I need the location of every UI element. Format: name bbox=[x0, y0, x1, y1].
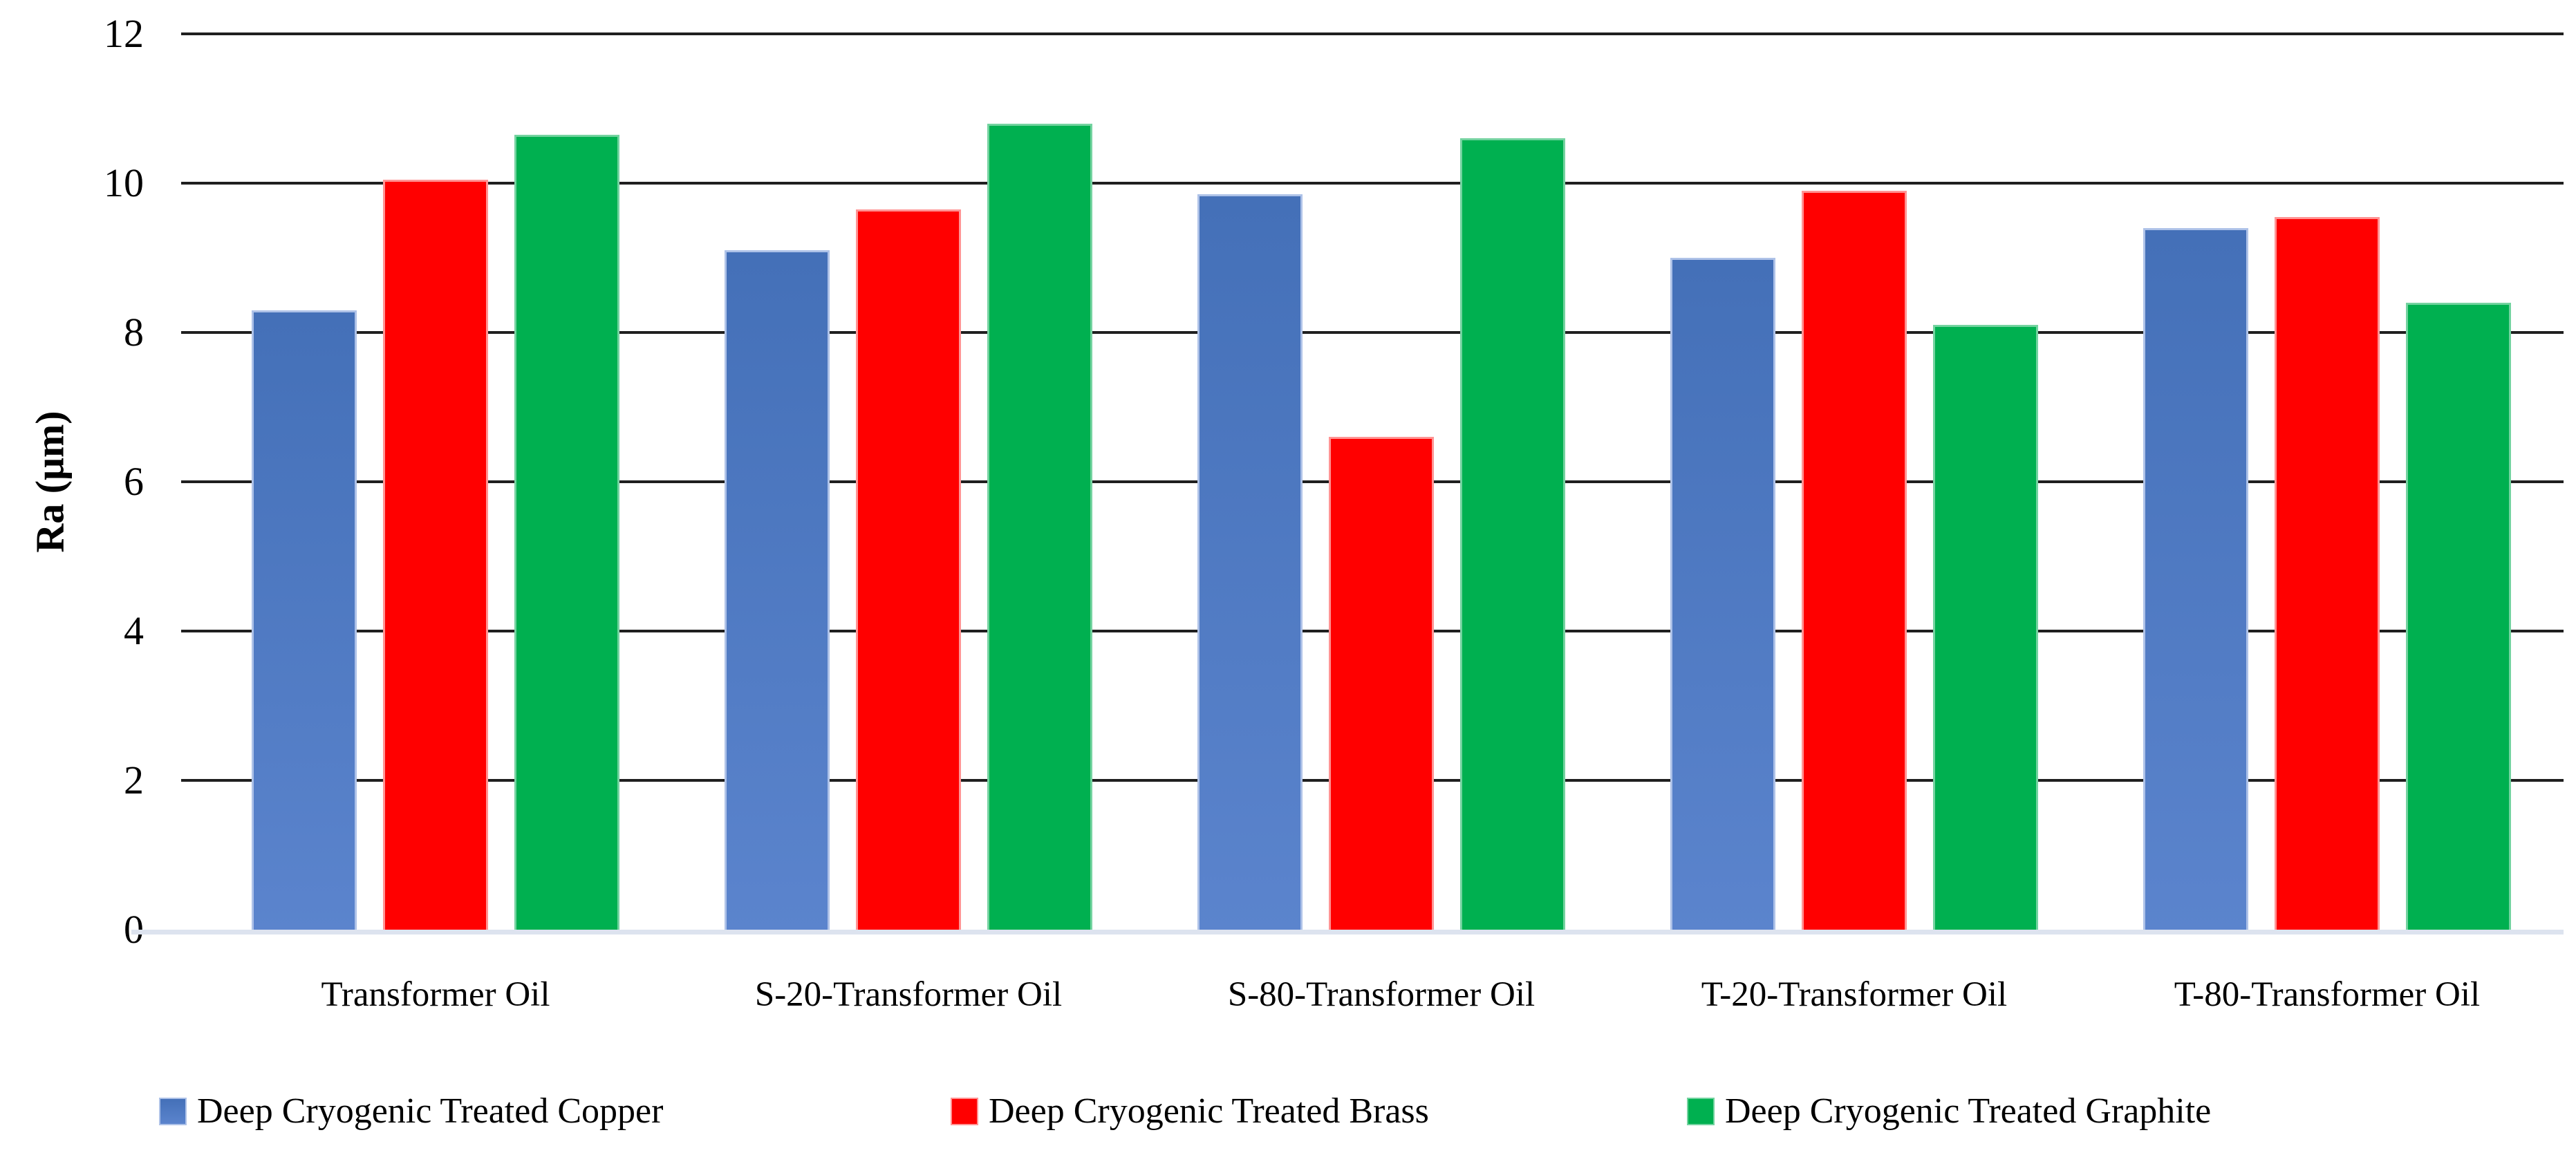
bar-graphite-transformer-oil bbox=[514, 134, 619, 931]
y-axis-tick-label: 0 bbox=[0, 903, 144, 956]
bar-copper-transformer-oil bbox=[252, 310, 357, 931]
bar-graphite-s-80-transformer-oil bbox=[1460, 138, 1565, 931]
gridline bbox=[181, 32, 2564, 35]
legend-item: Deep Cryogenic Treated Brass bbox=[951, 1091, 1429, 1132]
x-axis-category-label: S-80-Transformer Oil bbox=[1227, 975, 1536, 1014]
bar-graphite-t-80-transformer-oil bbox=[2406, 302, 2511, 931]
bar-copper-s-20-transformer-oil bbox=[725, 250, 830, 931]
gridline bbox=[181, 182, 2564, 185]
y-axis-tick-label: 8 bbox=[124, 310, 144, 355]
y-axis-tick-label: 4 bbox=[124, 608, 144, 653]
legend-item: Deep Cryogenic Treated Copper bbox=[159, 1091, 663, 1132]
bar-brass-t-80-transformer-oil bbox=[2275, 216, 2380, 931]
bar-brass-transformer-oil bbox=[383, 179, 488, 931]
legend-swatch-icon bbox=[951, 1098, 978, 1125]
bar-brass-t-20-transformer-oil bbox=[1802, 190, 1907, 931]
y-axis-tick-label: 10 bbox=[104, 160, 144, 205]
x-axis-category-label: T-20-Transformer Oil bbox=[1701, 975, 2008, 1014]
y-axis-tick-label: 12 bbox=[104, 11, 144, 56]
x-axis-line bbox=[131, 930, 2564, 935]
legend-label: Deep Cryogenic Treated Graphite bbox=[1725, 1091, 2212, 1131]
bar-brass-s-80-transformer-oil bbox=[1329, 437, 1434, 931]
bar-copper-t-80-transformer-oil bbox=[2143, 227, 2248, 931]
legend-label: Deep Cryogenic Treated Copper bbox=[197, 1091, 664, 1131]
gridline bbox=[181, 331, 2564, 334]
x-axis-category-label: Transformer Oil bbox=[321, 975, 550, 1014]
x-axis-category-label: S-20-Transformer Oil bbox=[754, 975, 1063, 1014]
legend-label: Deep Cryogenic Treated Brass bbox=[989, 1091, 1429, 1131]
bar-copper-t-20-transformer-oil bbox=[1670, 258, 1775, 931]
bar-graphite-t-20-transformer-oil bbox=[1933, 325, 2038, 931]
legend-swatch-icon bbox=[1687, 1098, 1715, 1125]
bar-copper-s-80-transformer-oil bbox=[1197, 194, 1303, 931]
y-axis-tick-label: 6 bbox=[124, 459, 144, 504]
legend-item: Deep Cryogenic Treated Graphite bbox=[1687, 1091, 2211, 1132]
bar-brass-s-20-transformer-oil bbox=[856, 209, 961, 931]
x-axis-category-label: T-80-Transformer Oil bbox=[2174, 975, 2481, 1014]
y-axis-tick-label: 2 bbox=[124, 758, 144, 802]
legend-swatch-icon bbox=[159, 1098, 187, 1125]
bar-graphite-s-20-transformer-oil bbox=[987, 123, 1092, 931]
